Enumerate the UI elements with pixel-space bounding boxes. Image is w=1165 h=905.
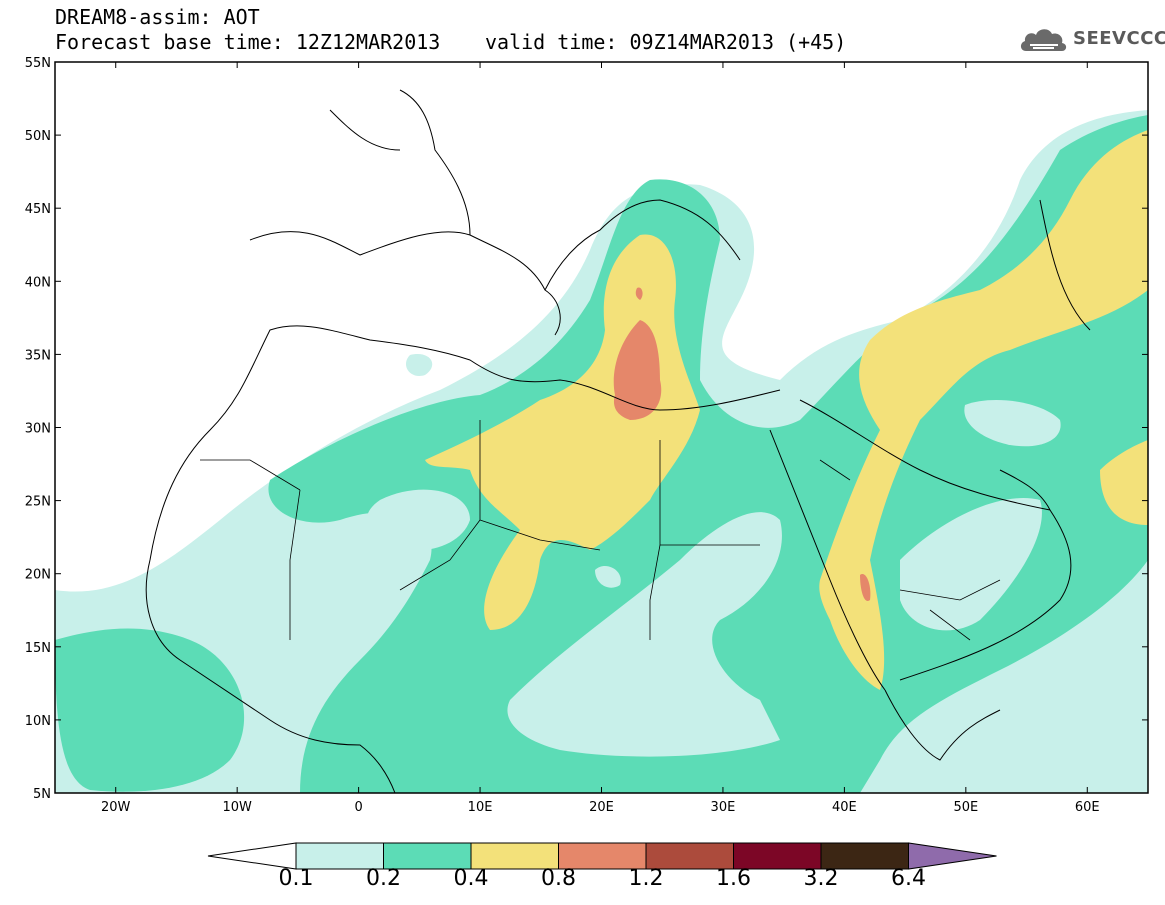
forecast-base-time: Forecast base time: 12Z12MAR2013: [55, 30, 441, 54]
lon-label: 10E: [468, 800, 493, 815]
lat-label: 20N: [25, 568, 51, 583]
aot-band-0.8c: [860, 574, 871, 601]
coastlines: [145, 89, 1091, 793]
lat-label: 35N: [25, 348, 51, 363]
aot-patch-0.1g: [595, 565, 621, 588]
seevccc-logo: SEEVCCC: [1018, 24, 1165, 58]
east-africa-coast: [884, 689, 1001, 761]
lat-label: 15N: [25, 641, 51, 656]
colorbar-box: [733, 842, 822, 870]
lon-label: 20W: [101, 800, 131, 815]
aot-band-0.8b: [635, 287, 643, 300]
lat-label: 45N: [25, 202, 51, 217]
borders: [200, 420, 1001, 641]
lon-label: 30E: [711, 800, 736, 815]
lat-label: 25N: [25, 495, 51, 510]
colorbar-label: 0.4: [453, 866, 489, 891]
longitude-ticks: 20W 10W 0 10E 20E 30E 40E 50E 60E: [101, 62, 1100, 815]
lon-label: 0: [354, 800, 362, 815]
europe-coast: [249, 89, 741, 336]
aot-band-0.2: [55, 628, 245, 792]
cloud-icon: [1020, 29, 1067, 51]
aot-field: [55, 110, 1148, 793]
aot-patch-0.1d: [507, 512, 782, 757]
aot-band-0.1b: [405, 354, 433, 376]
aot-patch-0.1c: [366, 489, 470, 551]
colorbar-box: [558, 842, 647, 870]
aot-band-0.4c: [1100, 440, 1148, 525]
colorbar-box: [295, 842, 384, 870]
colorbar-label: 0.2: [366, 866, 401, 891]
colorbar-box: [470, 842, 559, 870]
aot-band-0.8: [613, 320, 662, 420]
lon-label: 50E: [953, 800, 978, 815]
caspian: [1039, 199, 1091, 331]
lat-label: 30N: [25, 422, 51, 437]
logo-text: SEEVCCC: [1073, 28, 1165, 49]
colorbar: [207, 842, 997, 870]
lon-label: 10W: [222, 800, 252, 815]
lat-label: 50N: [25, 129, 51, 144]
lon-label: 40E: [832, 800, 857, 815]
colorbar-label: 0.8: [541, 866, 576, 891]
colorbar-label: 0.1: [278, 866, 314, 891]
lat-label: 55N: [25, 56, 51, 71]
colorbar-label: 1.2: [628, 866, 664, 891]
valid-time: valid time: 09Z14MAR2013 (+45): [485, 30, 847, 54]
aot-patch-0.1e: [900, 498, 1042, 631]
lon-label: 20E: [589, 800, 614, 815]
lat-label: 5N: [33, 787, 51, 802]
colorbar-over-triangle: [908, 842, 997, 870]
africa-coast: [149, 325, 781, 561]
lat-label: 40N: [25, 275, 51, 290]
west-africa-coast: [145, 559, 396, 793]
colorbar-label: 3.2: [803, 866, 839, 891]
aot-band-0.4b: [819, 130, 1148, 690]
colorbar-label: 1.6: [716, 866, 751, 891]
colorbar-box: [383, 842, 472, 870]
lat-label: 10N: [25, 714, 51, 729]
arabia-coast: [799, 399, 1072, 681]
aot-patch-0.1f: [964, 400, 1061, 447]
colorbar-box: [820, 842, 909, 870]
colorbar-label: 6.4: [891, 866, 926, 891]
lon-label: 60E: [1075, 800, 1100, 815]
map-title: DREAM8-assim: AOT: [55, 5, 260, 29]
red-sea: [769, 429, 886, 691]
latitude-ticks: 55N 50N 45N 40N 35N 30N 25N 20N 15N 10N 5N: [25, 56, 1148, 802]
